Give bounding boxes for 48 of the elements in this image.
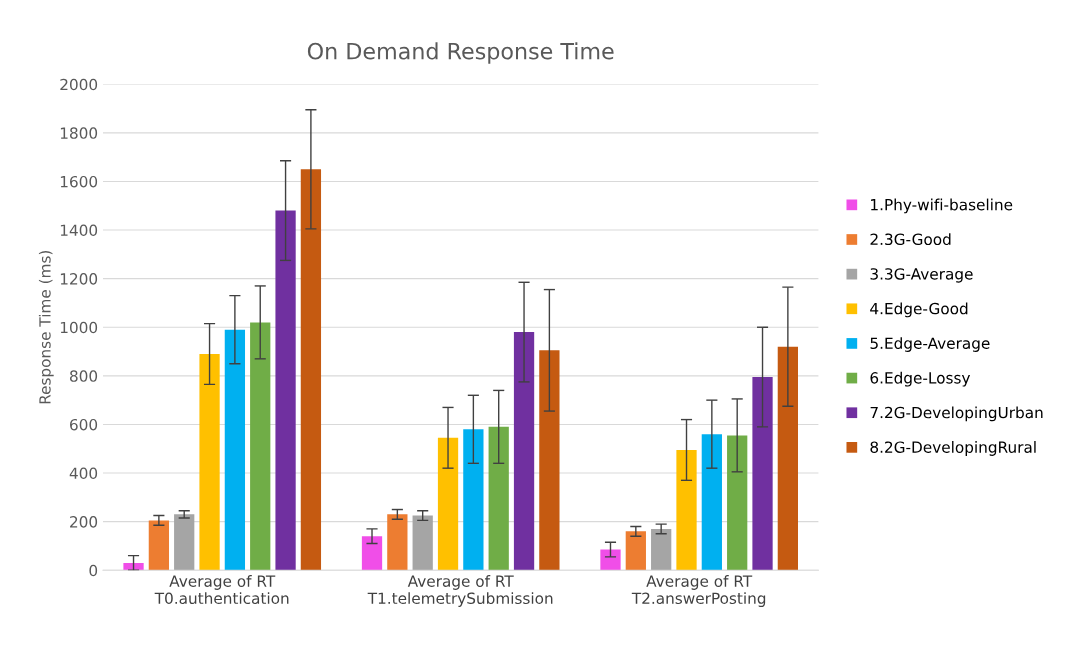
bar [488, 426, 509, 571]
bar [199, 353, 220, 571]
y-tick-label: 600 [70, 418, 98, 431]
bar [148, 520, 170, 571]
legend-label: 7.2G-DevelopingUrban [870, 406, 1043, 422]
bar [727, 435, 748, 571]
legend-label: 3.3G-Average [870, 268, 973, 283]
bar [224, 329, 246, 571]
x-tick-label: Average of RT T0.authentication [154, 575, 289, 605]
bar [412, 515, 433, 571]
y-tick-label: 0 [89, 564, 98, 577]
y-tick-label: 1000 [60, 321, 98, 334]
bar [651, 528, 672, 571]
x-tick-label: Average of RT T1.telemetrySubmission [367, 575, 553, 607]
legend-label: 4.Edge-Good [870, 302, 968, 318]
y-tick-label: 1400 [60, 224, 98, 237]
bar [123, 562, 144, 571]
bar [463, 429, 484, 571]
bar [387, 514, 408, 571]
y-tick-label: 800 [69, 370, 98, 382]
y-tick-label: 1200 [60, 273, 98, 285]
y-tick-label: 200 [70, 516, 98, 528]
bar [701, 434, 722, 571]
legend-label: 1.Phy-wifi-baseline [871, 198, 1013, 214]
y-tick-label: 2000 [60, 78, 98, 91]
bar [300, 169, 322, 571]
y-tick-label: 1800 [60, 127, 98, 139]
chart-title: On Demand Response Time [307, 42, 614, 64]
legend-label: 2.3G-Good [870, 233, 951, 246]
legend-label: 6.Edge-Lossy [870, 371, 971, 387]
bar [676, 449, 697, 571]
x-tick-label: Average of RT T2.answerPosting [631, 575, 766, 607]
bar [275, 210, 296, 571]
bar [777, 346, 798, 571]
legend-label: 5.Edge-Average [870, 337, 990, 352]
y-tick-label: 1600 [60, 175, 98, 188]
bar [625, 531, 646, 571]
y-axis-title: Response Time (ms) [38, 250, 54, 404]
bar [600, 549, 621, 571]
bar [752, 377, 773, 571]
bar [174, 514, 195, 571]
bar [361, 536, 383, 571]
bar [539, 350, 560, 571]
legend-label: 8.2G-DevelopingRural [870, 441, 1036, 456]
bar [250, 322, 271, 571]
bar [513, 332, 535, 571]
bar [437, 437, 459, 571]
y-tick-label: 400 [69, 467, 98, 480]
